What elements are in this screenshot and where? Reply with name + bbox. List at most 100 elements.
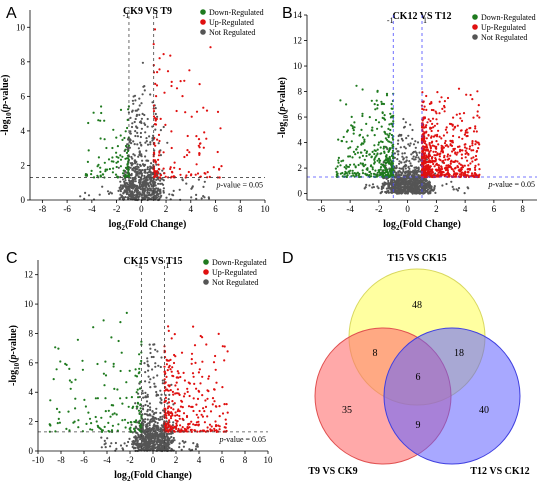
data-point <box>170 84 173 88</box>
data-point <box>199 382 202 385</box>
data-point <box>139 185 142 189</box>
data-point <box>361 169 364 172</box>
data-point <box>122 448 125 451</box>
x-axis-label: log2(Fold Change) <box>114 470 192 483</box>
data-point <box>469 162 472 165</box>
data-point <box>159 416 162 419</box>
y-tick-label: 6 <box>298 112 303 122</box>
data-point <box>358 156 361 159</box>
data-point <box>192 375 195 378</box>
data-point <box>143 164 146 167</box>
pvalue-label-p: p <box>219 435 224 444</box>
data-point <box>410 164 413 167</box>
data-point <box>116 429 119 432</box>
data-point <box>168 443 171 446</box>
data-point <box>200 413 203 416</box>
data-point <box>424 190 428 193</box>
data-point <box>206 171 209 174</box>
data-point <box>133 441 136 444</box>
data-point <box>209 410 213 413</box>
data-point <box>337 138 340 141</box>
data-point <box>380 102 383 106</box>
data-point <box>401 188 404 191</box>
data-point <box>119 184 123 187</box>
x-tick-label: -2 <box>113 204 121 214</box>
data-point <box>408 167 411 170</box>
data-point <box>195 110 199 113</box>
data-point <box>124 148 127 151</box>
data-point <box>202 195 205 198</box>
data-point <box>180 400 184 403</box>
data-point <box>143 168 146 172</box>
data-point <box>411 137 414 140</box>
legend-label-not: Not Regulated <box>209 28 255 37</box>
data-point <box>137 108 140 111</box>
data-point <box>434 159 437 162</box>
data-point <box>152 419 155 422</box>
data-point <box>383 151 386 154</box>
data-point <box>137 434 140 437</box>
data-point <box>386 133 389 136</box>
data-point <box>165 429 168 432</box>
data-point <box>157 187 160 190</box>
data-point <box>77 419 80 422</box>
data-point <box>151 415 154 418</box>
data-point <box>188 151 191 154</box>
data-point <box>425 108 428 111</box>
data-point <box>151 173 154 176</box>
data-point <box>362 142 365 145</box>
data-point <box>123 442 126 445</box>
data-point <box>170 337 173 340</box>
y-tick-label: 2 <box>298 163 303 173</box>
data-point <box>394 167 397 170</box>
data-point <box>389 175 392 178</box>
data-point <box>415 186 418 190</box>
data-point <box>163 378 166 381</box>
data-point <box>205 343 208 346</box>
data-point <box>59 360 62 363</box>
data-point <box>225 422 228 425</box>
data-point <box>385 92 389 95</box>
data-point <box>380 152 383 155</box>
data-point <box>415 173 418 176</box>
data-point <box>407 166 410 169</box>
venn-set-label-t9-ck9: T9 VS CK9 <box>308 466 357 477</box>
data-point <box>152 376 155 379</box>
data-point <box>171 400 174 403</box>
data-point <box>417 180 420 183</box>
x-tick-label: -4 <box>346 204 354 214</box>
y-tick-label: 0 <box>298 189 303 199</box>
data-point <box>131 109 134 112</box>
data-point <box>159 129 162 132</box>
data-point <box>335 170 338 173</box>
data-point <box>360 151 363 154</box>
data-point <box>111 413 114 416</box>
data-point <box>198 409 201 413</box>
data-point <box>368 170 371 174</box>
x-tick-label: -2 <box>126 455 134 465</box>
data-point <box>140 153 143 156</box>
data-point <box>168 446 171 449</box>
x-axis-label-base: log <box>109 219 122 230</box>
data-point <box>167 445 170 448</box>
data-point <box>223 426 226 429</box>
data-point <box>149 378 152 381</box>
data-point <box>140 121 143 125</box>
legend-marker-down <box>200 9 206 15</box>
data-point <box>55 407 59 410</box>
data-point <box>446 155 449 158</box>
data-point <box>225 403 228 406</box>
data-point <box>170 80 173 83</box>
data-point <box>167 410 170 413</box>
data-point <box>417 156 420 159</box>
data-point <box>202 146 205 149</box>
data-point <box>139 437 142 440</box>
data-point <box>127 169 130 172</box>
data-point <box>119 321 122 324</box>
data-point <box>472 130 476 133</box>
data-point <box>375 154 378 157</box>
x-axis-label-sub: 2 <box>396 224 400 232</box>
data-point <box>176 420 179 423</box>
data-point <box>409 178 412 182</box>
